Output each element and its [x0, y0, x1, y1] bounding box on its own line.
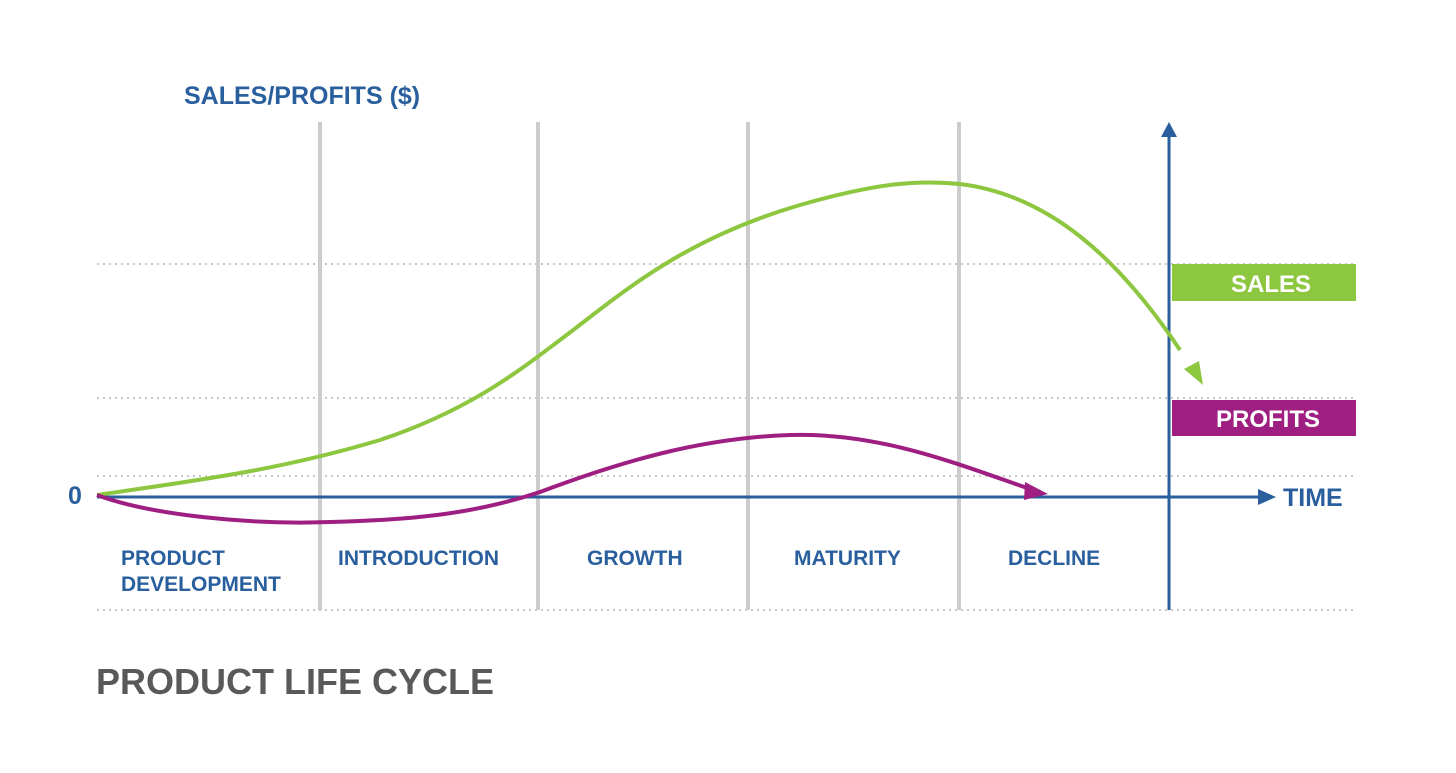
legend-profits-swatch [1172, 400, 1356, 436]
sales-curve [96, 180, 1182, 497]
stage-label-product-development-line2: DEVELOPMENT [121, 573, 281, 596]
stage-label-maturity: MATURITY [794, 547, 901, 570]
sales-arrowhead [1184, 361, 1203, 385]
stage-label-product-development: PRODUCT [121, 547, 225, 570]
stage-label-decline: DECLINE [1008, 547, 1100, 570]
origin-label: 0 [68, 482, 82, 510]
profits-curve [96, 432, 1031, 525]
x-axis-arrowhead [1258, 489, 1276, 505]
legend-profits-label: PROFITS [1216, 406, 1320, 433]
stage-label-growth: GROWTH [587, 547, 683, 570]
x-axis-label: TIME [1283, 484, 1343, 512]
diagram-title: PRODUCT LIFE CYCLE [96, 661, 494, 702]
stage-label-introduction: INTRODUCTION [338, 547, 499, 570]
y-axis-arrowhead [1161, 122, 1177, 137]
profits-arrowhead [1024, 482, 1048, 500]
y-axis-label: SALES/PROFITS ($) [184, 82, 420, 110]
legend-sales-swatch [1172, 264, 1356, 301]
legend-sales-label: SALES [1231, 271, 1311, 298]
